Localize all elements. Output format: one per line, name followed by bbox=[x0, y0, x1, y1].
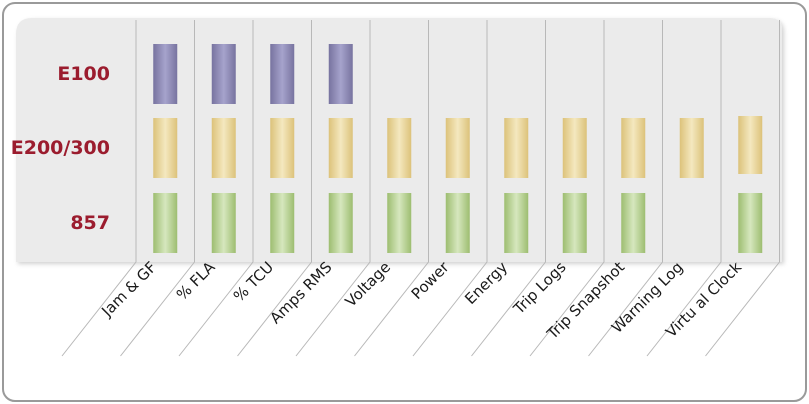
bar-857-col-6 bbox=[445, 193, 470, 253]
bar-e200-col-3 bbox=[270, 118, 295, 178]
bar-e200-col-11 bbox=[738, 116, 763, 174]
column-divider bbox=[412, 20, 488, 357]
bar-857-col-2 bbox=[211, 193, 236, 253]
column-divider bbox=[588, 20, 663, 357]
column-divider bbox=[120, 20, 195, 357]
bar-e100-col-3 bbox=[270, 44, 295, 104]
row-label-e200: E200/300 bbox=[11, 137, 110, 159]
column-divider bbox=[705, 20, 780, 357]
column-divider bbox=[295, 20, 371, 357]
column-divider bbox=[354, 20, 429, 357]
row-labels: E100 E200/300 857 bbox=[11, 63, 110, 234]
column-divider bbox=[529, 20, 605, 357]
row-label-e100: E100 bbox=[57, 63, 110, 85]
bar-857-col-1 bbox=[153, 193, 178, 253]
row-label-857: 857 bbox=[70, 212, 110, 234]
bar-e200-col-4 bbox=[328, 118, 353, 178]
bar-e200-col-6 bbox=[445, 118, 470, 178]
bar-e200-col-5 bbox=[387, 118, 412, 178]
column-divider bbox=[61, 20, 137, 357]
column-divider bbox=[178, 20, 254, 357]
column-divider bbox=[237, 20, 312, 357]
column-divider bbox=[646, 20, 722, 357]
bar-857-col-4 bbox=[328, 193, 353, 253]
bar-857-col-7 bbox=[504, 193, 529, 253]
column-dividers bbox=[61, 20, 780, 357]
bar-857-col-8 bbox=[562, 193, 587, 253]
bar-e200-col-9 bbox=[621, 118, 646, 178]
bar-e200-col-2 bbox=[211, 118, 236, 178]
bar-857-col-11 bbox=[738, 193, 763, 253]
bar-e100-col-4 bbox=[328, 44, 353, 104]
bar-e200-col-7 bbox=[504, 118, 529, 178]
bar-e100-col-2 bbox=[211, 44, 236, 104]
bar-e200-col-1 bbox=[153, 118, 178, 178]
bar-857-col-9 bbox=[621, 193, 646, 253]
feature-bars bbox=[153, 44, 763, 253]
bar-e200-col-8 bbox=[562, 118, 587, 178]
bar-857-col-3 bbox=[270, 193, 295, 253]
bar-e200-col-10 bbox=[679, 118, 704, 178]
bar-e100-col-1 bbox=[153, 44, 178, 104]
column-divider bbox=[471, 20, 546, 357]
bar-857-col-5 bbox=[387, 193, 412, 253]
